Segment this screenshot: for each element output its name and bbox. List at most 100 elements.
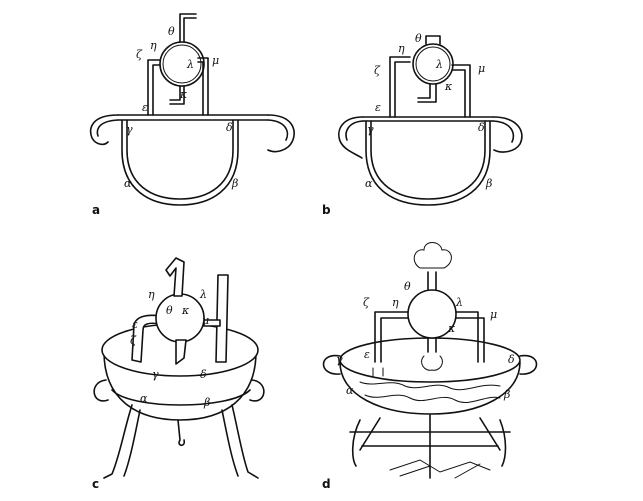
right-pipe [453, 311, 485, 363]
sphere [412, 43, 454, 85]
left-handle [322, 354, 341, 375]
label-mu: μ [202, 314, 209, 327]
left-handle-inner [96, 119, 119, 137]
label-delta: δ [226, 121, 233, 134]
water-ripples [364, 394, 501, 403]
label-delta: δ [478, 121, 485, 134]
top-nozzle [425, 35, 441, 45]
vessel-bowl [121, 119, 239, 206]
label-alpha: α [124, 177, 132, 190]
label-kappa: κ [181, 304, 190, 317]
bottom-nozzle [427, 337, 437, 353]
label-gamma: γ [336, 353, 343, 366]
label-theta: θ [415, 32, 422, 45]
label-eta: η [398, 42, 405, 55]
label-beta: β [503, 388, 510, 401]
right-handle [249, 379, 265, 402]
label-gamma: γ [152, 368, 159, 381]
steam-bottom [421, 355, 443, 371]
fire-logs-2 [399, 463, 481, 479]
label-mu: μ [212, 54, 219, 67]
water-ripples-2 [359, 381, 501, 391]
top-nozzle [179, 13, 197, 43]
right-pipe [197, 57, 209, 116]
panel-a: α β γ δ ε ζ η θ κ λ μ a [89, 13, 295, 217]
sphere-inner [162, 44, 202, 84]
left-handle-inner [345, 120, 364, 141]
label-kappa: κ [179, 88, 188, 101]
right-handle [492, 116, 523, 153]
fire-logs [389, 459, 491, 473]
sphere [155, 293, 205, 343]
sphere [407, 289, 457, 339]
label-epsilon: ε [364, 348, 370, 361]
sphere [159, 41, 205, 87]
label-kappa: κ [444, 80, 453, 93]
label-beta: β [203, 396, 210, 409]
label-eta: η [148, 288, 155, 301]
label-zeta: ζ [374, 64, 381, 77]
panel-caption: c [92, 477, 99, 491]
stand-crossbars [349, 431, 511, 447]
label-alpha: α [346, 384, 354, 397]
bottom-nozzle [175, 339, 187, 365]
top-nozzle [165, 257, 185, 297]
label-epsilon: ε [132, 318, 138, 331]
panel-caption: b [322, 203, 331, 217]
label-epsilon: ε [142, 101, 148, 114]
label-delta: δ [200, 368, 207, 381]
vessel-bowl [365, 120, 491, 206]
panel-d: α β γ δ ε ζ η θ κ λ μ d [322, 242, 538, 491]
left-pipe [389, 56, 411, 118]
label-gamma: γ [126, 123, 133, 136]
left-handle [338, 116, 364, 159]
label-eta: η [150, 39, 157, 52]
left-handle [89, 114, 119, 146]
steam-top [413, 242, 452, 269]
label-beta: β [485, 177, 492, 190]
label-zeta: ζ [363, 296, 370, 309]
label-lambda: λ [199, 288, 207, 301]
label-lambda: λ [455, 296, 463, 309]
right-pipe [215, 274, 229, 363]
right-handle-inner [492, 120, 515, 143]
label-theta: θ [166, 304, 173, 317]
label-mu: μ [478, 62, 485, 75]
label-lambda: λ [186, 58, 194, 71]
label-mu: μ [490, 308, 497, 321]
panel-b: α β γ δ ε ζ η θ κ λ μ b [322, 32, 523, 217]
pot-body [103, 351, 257, 421]
vessel-bowl-inner [126, 119, 234, 200]
pot-rim-lower [111, 389, 251, 406]
tripod-leg-middle [177, 419, 186, 447]
label-theta: θ [404, 280, 411, 293]
panel-c: α β γ δ ε ζ η θ κ λ μ c [92, 257, 265, 491]
label-epsilon: ε [375, 101, 381, 114]
label-eta: η [392, 296, 399, 309]
label-beta: β [231, 177, 238, 190]
lid-tube [362, 116, 494, 122]
sphere-inner [415, 46, 451, 82]
left-handle [93, 379, 109, 402]
tripod-leg-left [103, 404, 141, 479]
label-kappa: κ [447, 322, 456, 335]
right-handle [519, 354, 538, 375]
label-zeta: ζ [136, 48, 143, 61]
right-handle [267, 114, 295, 153]
left-pipe-dashes [372, 367, 384, 377]
label-lambda: λ [435, 58, 443, 71]
right-handle-inner [267, 119, 289, 141]
label-alpha: α [365, 177, 373, 190]
left-pipe [147, 59, 161, 116]
label-theta: θ [168, 25, 175, 38]
bottom-nozzle [417, 83, 437, 103]
bottom-nozzle [169, 85, 185, 105]
tripod-leg-right [221, 404, 259, 479]
vessel-bowl-inner [370, 120, 486, 200]
stand-legs-outer [351, 419, 507, 467]
top-nozzle [427, 271, 437, 291]
left-pipe [374, 311, 411, 363]
label-delta: δ [508, 353, 515, 366]
